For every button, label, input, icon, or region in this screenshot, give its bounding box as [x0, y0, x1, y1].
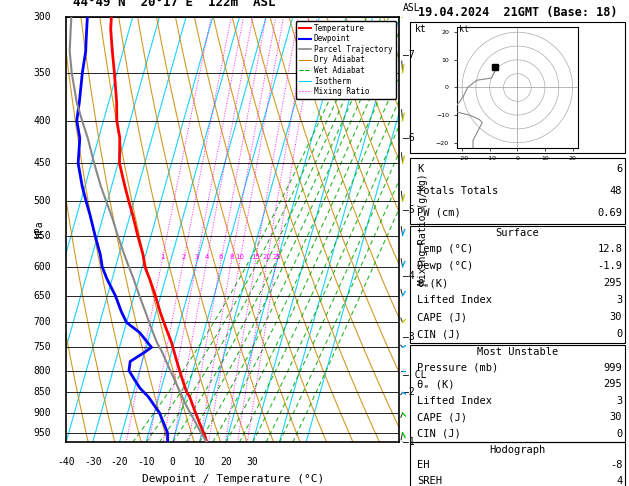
Text: 25: 25 — [272, 254, 281, 260]
Text: 350: 350 — [33, 68, 51, 78]
Bar — [410, 22, 625, 153]
Text: 20: 20 — [263, 254, 272, 260]
Text: -8: -8 — [610, 460, 622, 470]
Text: 650: 650 — [33, 291, 51, 301]
Text: km
ASL: km ASL — [403, 0, 420, 13]
Text: Pressure (mb): Pressure (mb) — [417, 363, 498, 373]
Text: –4: –4 — [403, 271, 415, 281]
Text: Lifted Index: Lifted Index — [417, 396, 492, 406]
Text: -20: -20 — [111, 457, 128, 467]
Text: –1: –1 — [403, 437, 415, 447]
Text: -40: -40 — [57, 457, 75, 467]
Text: CAPE (J): CAPE (J) — [417, 312, 467, 322]
Text: – CL: – CL — [403, 370, 426, 380]
Text: -1.9: -1.9 — [598, 261, 622, 271]
Text: 30: 30 — [610, 312, 622, 322]
Text: 550: 550 — [33, 230, 51, 241]
Text: 0.69: 0.69 — [598, 208, 622, 218]
Text: PW (cm): PW (cm) — [417, 208, 460, 218]
Text: 6: 6 — [219, 254, 223, 260]
Bar — [410, 442, 625, 486]
Text: –2: –2 — [403, 387, 415, 397]
Text: Dewpoint / Temperature (°C): Dewpoint / Temperature (°C) — [142, 474, 324, 484]
Text: 0: 0 — [616, 329, 622, 339]
Text: 0: 0 — [616, 429, 622, 439]
Text: 30: 30 — [247, 457, 259, 467]
Text: Most Unstable: Most Unstable — [477, 347, 558, 357]
Text: 800: 800 — [33, 365, 51, 376]
Text: 20: 20 — [220, 457, 232, 467]
Text: kt: kt — [459, 25, 469, 34]
Text: 6: 6 — [616, 164, 622, 174]
Text: 950: 950 — [33, 428, 51, 437]
Text: 3: 3 — [195, 254, 199, 260]
Text: SREH: SREH — [417, 475, 442, 486]
Text: –7: –7 — [403, 50, 415, 60]
Text: 500: 500 — [33, 196, 51, 206]
Text: 450: 450 — [33, 158, 51, 168]
Text: 12.8: 12.8 — [598, 244, 622, 254]
Text: -30: -30 — [84, 457, 101, 467]
Text: 0: 0 — [170, 457, 175, 467]
Text: CIN (J): CIN (J) — [417, 429, 460, 439]
Text: θₑ(K): θₑ(K) — [417, 278, 448, 288]
Text: –6: –6 — [403, 133, 415, 143]
Text: 2: 2 — [182, 254, 186, 260]
Text: kt: kt — [415, 24, 426, 34]
Text: 295: 295 — [604, 278, 622, 288]
Text: 19.04.2024  21GMT (Base: 18): 19.04.2024 21GMT (Base: 18) — [418, 6, 617, 18]
Text: 400: 400 — [33, 116, 51, 126]
Text: Dewp (°C): Dewp (°C) — [417, 261, 473, 271]
Text: 295: 295 — [604, 380, 622, 389]
Text: EH: EH — [417, 460, 430, 470]
Text: Mixing Ratio (g/kg): Mixing Ratio (g/kg) — [418, 174, 428, 285]
Bar — [410, 226, 625, 343]
Text: 10: 10 — [194, 457, 205, 467]
Text: CIN (J): CIN (J) — [417, 329, 460, 339]
Text: Surface: Surface — [496, 228, 539, 238]
Text: 4: 4 — [204, 254, 209, 260]
Bar — [410, 345, 625, 442]
Text: 700: 700 — [33, 317, 51, 328]
Text: 8: 8 — [230, 254, 234, 260]
Text: 850: 850 — [33, 387, 51, 398]
Text: –3: –3 — [403, 331, 415, 342]
Text: K: K — [417, 164, 423, 174]
Text: Temp (°C): Temp (°C) — [417, 244, 473, 254]
Text: hPa: hPa — [35, 221, 45, 239]
Bar — [410, 158, 625, 224]
Legend: Temperature, Dewpoint, Parcel Trajectory, Dry Adiabat, Wet Adiabat, Isotherm, Mi: Temperature, Dewpoint, Parcel Trajectory… — [296, 21, 396, 99]
Text: 900: 900 — [33, 408, 51, 418]
Text: 300: 300 — [33, 12, 51, 22]
Text: 999: 999 — [604, 363, 622, 373]
Text: -10: -10 — [137, 457, 155, 467]
Text: Totals Totals: Totals Totals — [417, 186, 498, 196]
Text: 15: 15 — [252, 254, 260, 260]
Text: 1: 1 — [160, 254, 164, 260]
Text: 30: 30 — [610, 413, 622, 422]
Text: 44°49'N  20°17'E  122m  ASL: 44°49'N 20°17'E 122m ASL — [73, 0, 276, 8]
Text: θₑ (K): θₑ (K) — [417, 380, 454, 389]
Text: Hodograph: Hodograph — [489, 445, 545, 454]
Text: 750: 750 — [33, 342, 51, 352]
Text: CAPE (J): CAPE (J) — [417, 413, 467, 422]
Text: 600: 600 — [33, 262, 51, 272]
Text: 48: 48 — [610, 186, 622, 196]
Text: Lifted Index: Lifted Index — [417, 295, 492, 305]
Text: –5: –5 — [403, 206, 415, 215]
Text: 3: 3 — [616, 396, 622, 406]
Text: 10: 10 — [236, 254, 245, 260]
Text: 3: 3 — [616, 295, 622, 305]
Text: 4: 4 — [616, 475, 622, 486]
